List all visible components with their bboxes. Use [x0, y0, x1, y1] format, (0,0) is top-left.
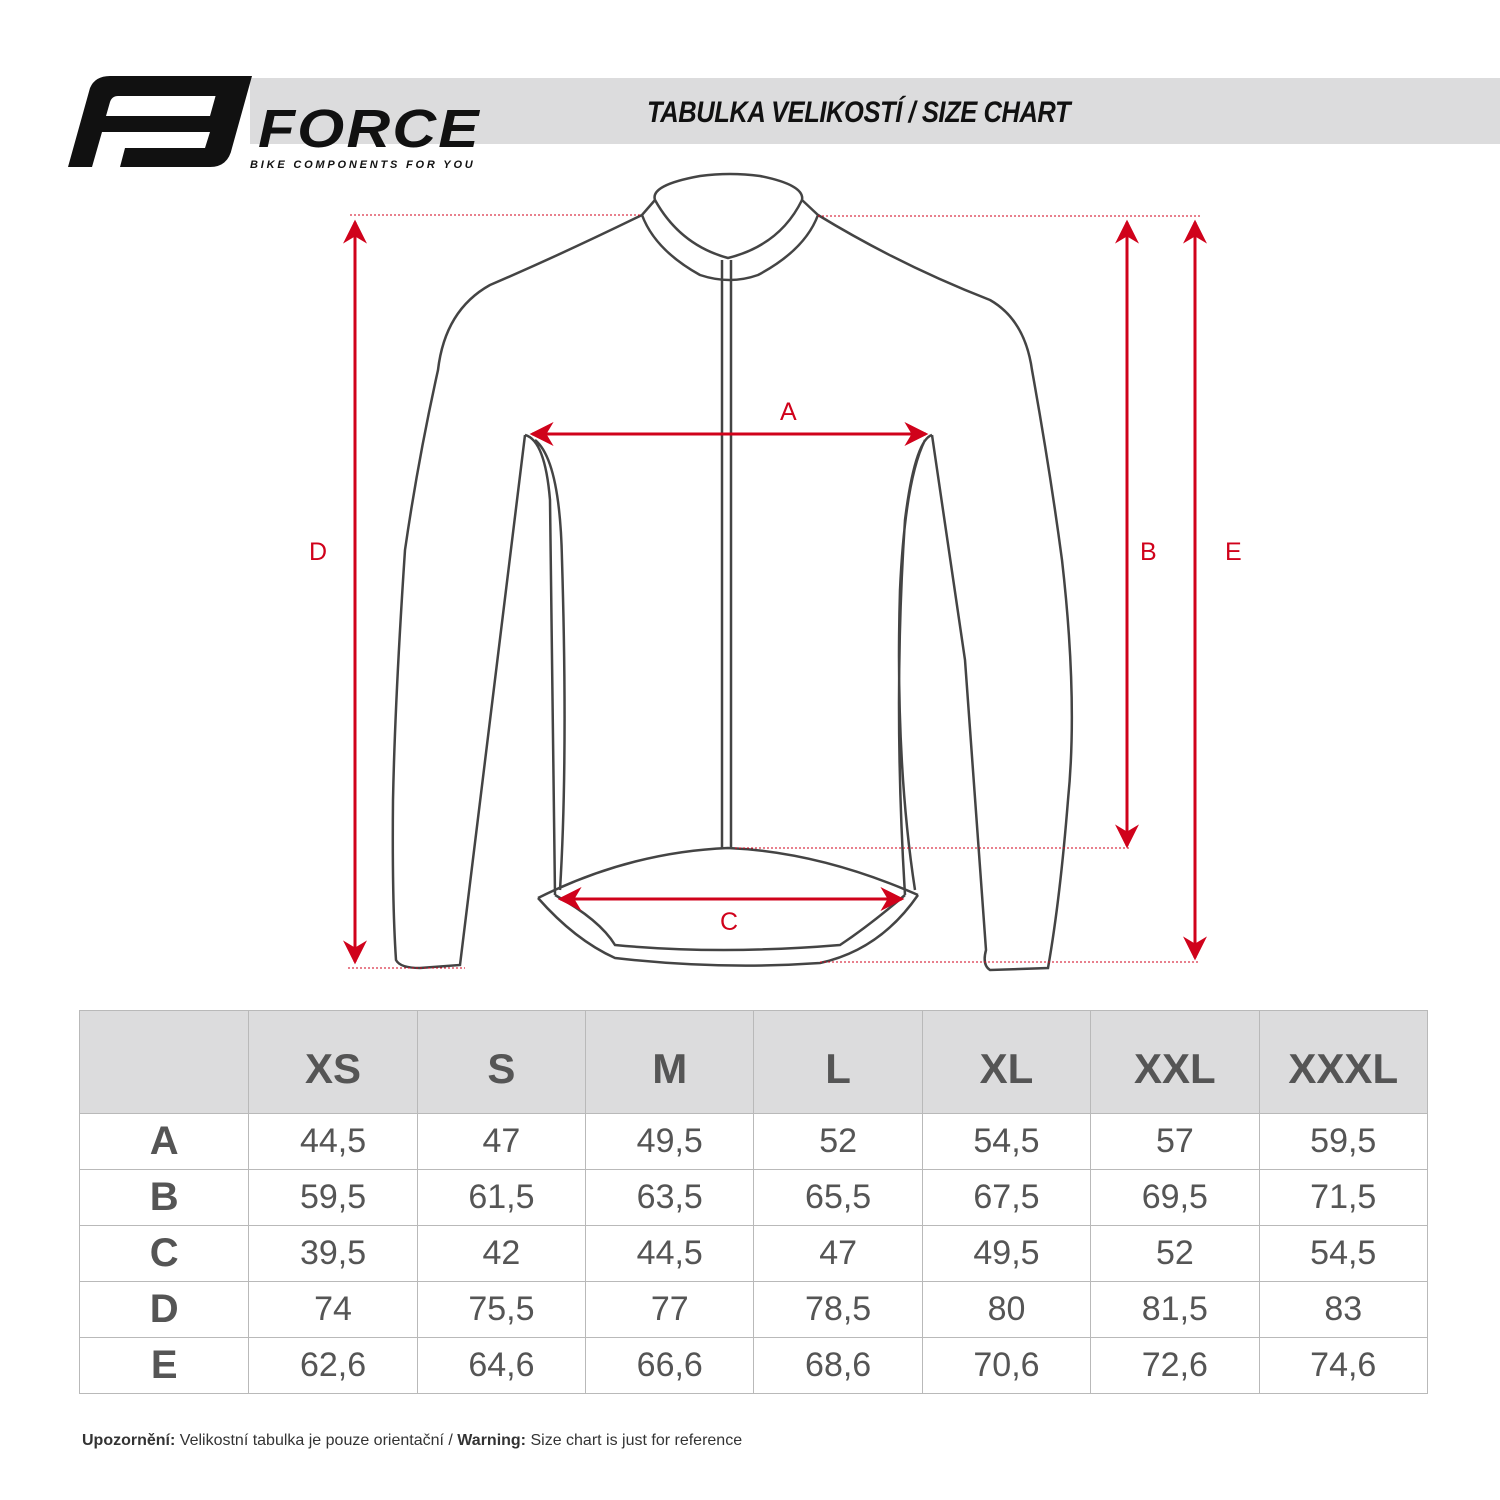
label-b: B [1140, 538, 1157, 566]
table-cell: 44,5 [248, 1113, 418, 1170]
label-a: A [780, 398, 797, 426]
table-cell: 47 [416, 1113, 587, 1170]
row-header: E [78, 1337, 250, 1394]
table-cell: 68,6 [753, 1337, 923, 1394]
table-cell: 52 [753, 1113, 923, 1170]
table-cell: 52 [1090, 1225, 1260, 1282]
table-cell: 66,6 [585, 1337, 755, 1394]
table-row: D 74 75,5 77 78,5 80 81,5 83 [78, 1281, 1429, 1338]
force-logo-icon [68, 76, 252, 167]
table-row: B 59,5 61,5 63,5 65,5 67,5 69,5 71,5 [78, 1169, 1429, 1226]
header-banner [250, 78, 1500, 144]
label-c: C [720, 908, 738, 936]
table-cell: 83 [1258, 1281, 1429, 1338]
warning-en-label: Warning: [457, 1432, 527, 1449]
table-cell: 59,5 [248, 1169, 418, 1226]
brand-tagline: BIKE COMPONENTS FOR YOU [250, 159, 476, 171]
column-header: XXXL [1258, 1010, 1429, 1114]
column-header: XL [921, 1010, 1092, 1114]
row-header: B [78, 1169, 250, 1226]
column-header: XS [248, 1010, 418, 1114]
table-cell: 57 [1090, 1113, 1260, 1170]
table-row: E 62,6 64,6 66,6 68,6 70,6 72,6 74,6 [78, 1337, 1429, 1394]
warning-cz-label: Upozornění: [82, 1432, 176, 1449]
corner-cell [78, 1010, 250, 1114]
table-cell: 65,5 [753, 1169, 923, 1226]
table-cell: 67,5 [921, 1169, 1092, 1226]
row-header: D [78, 1281, 250, 1338]
table-cell: 63,5 [585, 1169, 755, 1226]
table-cell: 74 [248, 1281, 418, 1338]
page-title: TABULKA VELIKOSTÍ / SIZE CHART [647, 96, 1071, 129]
table-cell: 39,5 [248, 1225, 418, 1282]
table-row: C 39,5 42 44,5 47 49,5 52 54,5 [78, 1225, 1429, 1282]
jersey-outline [391, 172, 1074, 972]
table-cell: 54,5 [1258, 1225, 1429, 1282]
table-cell: 81,5 [1090, 1281, 1260, 1338]
table-cell: 77 [585, 1281, 755, 1338]
table-cell: 49,5 [585, 1113, 755, 1170]
table-cell: 80 [921, 1281, 1092, 1338]
table-cell: 61,5 [416, 1169, 587, 1226]
label-e: E [1225, 538, 1242, 566]
row-header: C [78, 1225, 250, 1282]
column-header: L [753, 1010, 923, 1114]
column-header: XXL [1090, 1010, 1260, 1114]
table-cell: 69,5 [1090, 1169, 1260, 1226]
table-cell: 54,5 [921, 1113, 1092, 1170]
column-header: S [416, 1010, 587, 1114]
table-cell: 64,6 [416, 1337, 587, 1394]
table-row: A 44,5 47 49,5 52 54,5 57 59,5 [78, 1113, 1429, 1170]
table-cell: 75,5 [416, 1281, 587, 1338]
table-cell: 78,5 [753, 1281, 923, 1338]
table-cell: 71,5 [1258, 1169, 1429, 1226]
table-cell: 47 [753, 1225, 923, 1282]
table-cell: 42 [416, 1225, 587, 1282]
warning-en-text: Size chart is just for reference [526, 1432, 743, 1449]
warning-note: Upozornění: Velikostní tabulka je pouze … [82, 1431, 742, 1451]
table-cell: 74,6 [1258, 1337, 1429, 1394]
row-header: A [78, 1113, 250, 1170]
table-cell: 70,6 [921, 1337, 1092, 1394]
table-cell: 62,6 [248, 1337, 418, 1394]
column-header: M [585, 1010, 755, 1114]
table-cell: 72,6 [1090, 1337, 1260, 1394]
jersey-diagram: A B C D E [309, 172, 1242, 972]
table-cell: 44,5 [585, 1225, 755, 1282]
table-cell: 49,5 [921, 1225, 1092, 1282]
size-table: XS S M L XL XXL XXXL A 44,5 47 49,5 52 54,5 57… [78, 1010, 1429, 1394]
label-d: D [309, 538, 327, 566]
warning-cz-text: Velikostní tabulka je pouze orientační / [175, 1432, 458, 1449]
table-header-row: XS S M L XL XXL XXXL [78, 1010, 1429, 1114]
table-cell: 59,5 [1258, 1113, 1429, 1170]
brand-wordmark: FORCE [258, 99, 481, 159]
